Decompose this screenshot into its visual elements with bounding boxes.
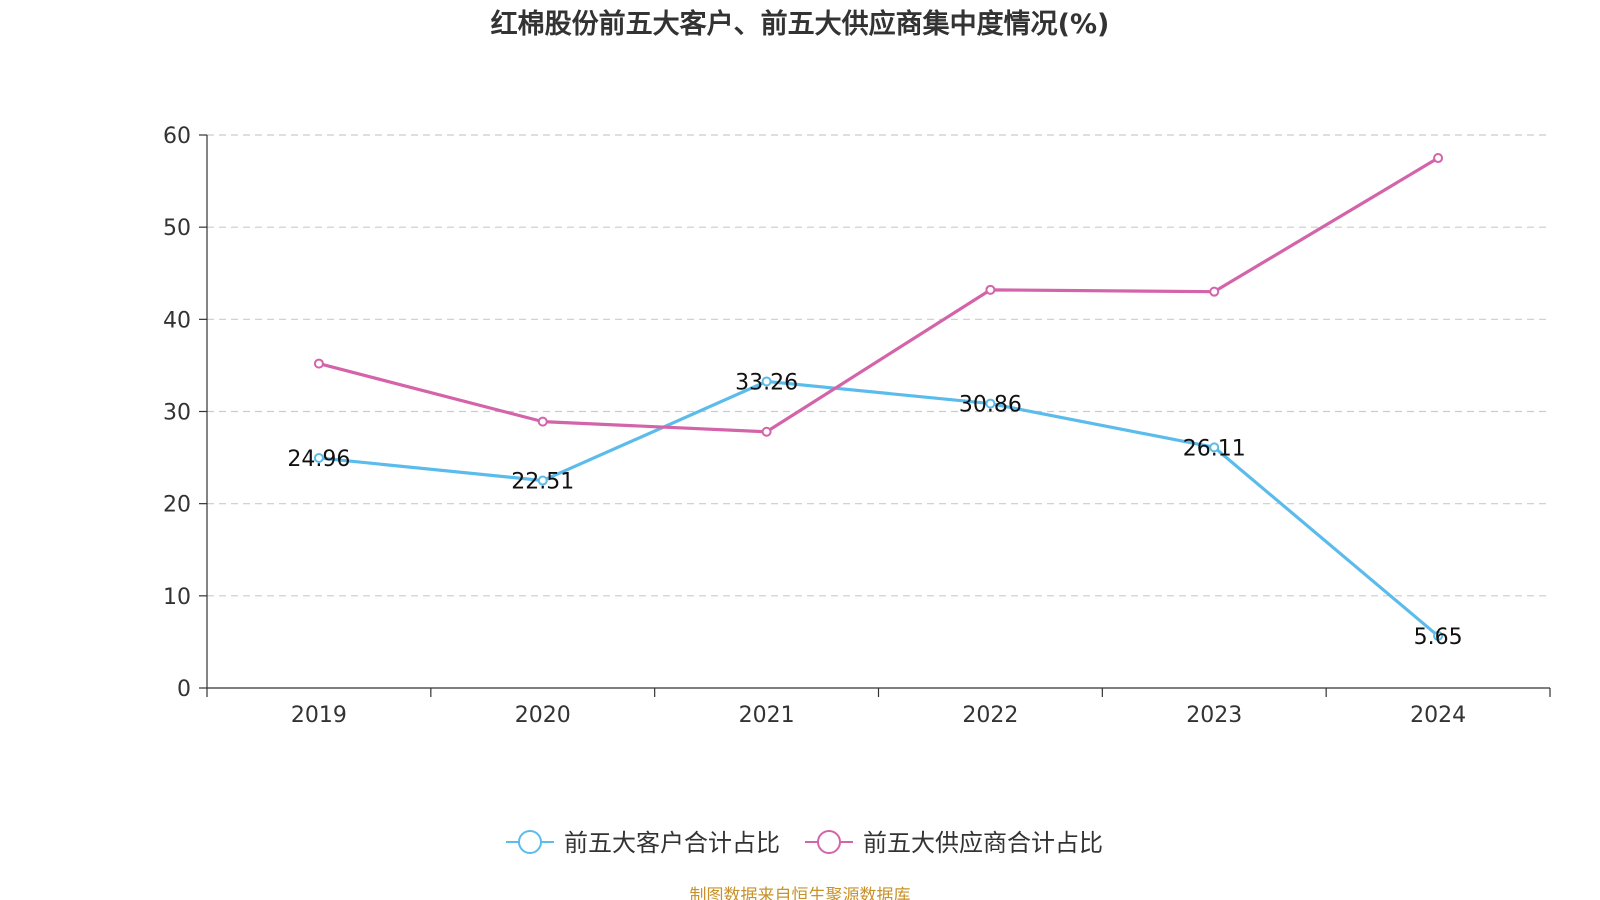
point-s0-0 [313,452,324,463]
x-tick-label: 2020 [515,703,571,728]
x-tick-label: 2023 [1186,703,1242,728]
point-s1-5 [1433,153,1444,164]
data-label-s0-2: 33.26 [735,370,798,395]
y-tick-label: 0 [177,677,191,702]
point-s0-3 [985,398,996,409]
x-tick-label: 2019 [291,703,347,728]
data-label-s0-5: 5.65 [1414,625,1463,650]
point-s1-0 [313,358,324,369]
point-s1-2 [761,426,772,437]
legend-marker-1 [817,830,841,854]
point-s1-1 [537,416,548,427]
source-note: 制图数据来自恒生聚源数据库 [690,886,911,900]
data-label-s0-4: 26.11 [1183,436,1246,461]
series-line-1 [318,156,1439,434]
y-tick-label: 60 [163,124,191,149]
legend-label-0: 前五大客户合计占比 [564,829,780,857]
data-label-s0-3: 30.86 [959,393,1022,418]
y-tick-label: 50 [163,216,191,241]
y-tick-label: 10 [163,585,191,610]
x-tick-label: 2021 [739,703,795,728]
data-label-s0-1: 22.51 [511,470,574,495]
point-s0-2 [761,376,772,387]
data-label-s0-0: 24.96 [287,447,350,472]
data-labels: 24.96 22.51 33.26 30.86 26.11 5.65 [287,370,1462,649]
legend-marker-0 [518,830,542,854]
point-s0-4 [1209,442,1220,453]
x-tick-label: 2022 [962,703,1018,728]
y-tick-label: 30 [163,401,191,426]
y-tick-label: 40 [163,308,191,333]
point-s1-4 [1209,286,1220,297]
point-s1-3 [985,284,996,295]
series-line-0 [318,379,1440,638]
grid [207,134,1550,597]
point-s0-1 [537,475,548,486]
point-s0-5 [1433,630,1444,641]
legend[interactable]: 前五大客户合计占比 前五大供应商合计占比 [506,829,1103,857]
legend-label-1: 前五大供应商合计占比 [863,829,1103,857]
chart-title: 红棉股份前五大客户、前五大供应商集中度情况(%) [491,8,1110,40]
x-tick-label: 2024 [1410,703,1466,728]
series [313,153,1444,641]
y-tick-label: 20 [163,493,191,518]
axes: 0 10 20 30 40 50 60 2019 2020 2021 2022 2023 2024 [163,124,1551,728]
